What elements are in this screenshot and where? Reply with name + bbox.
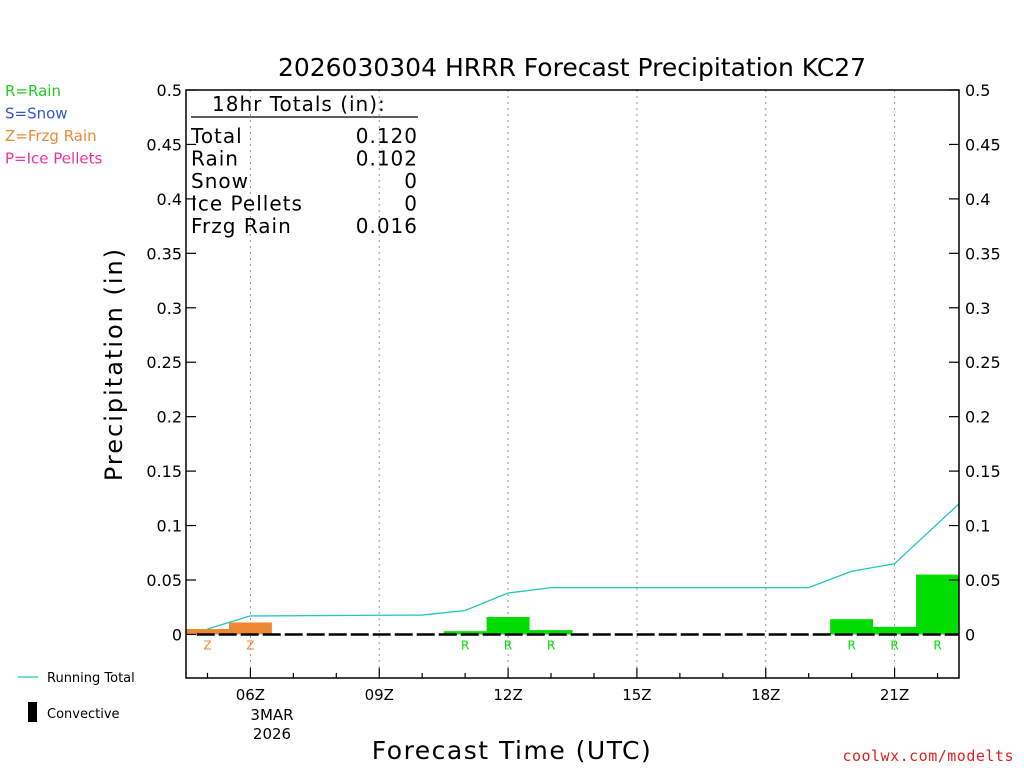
totals-value-2: 0 bbox=[404, 169, 418, 193]
bar-label-3: R bbox=[504, 638, 512, 652]
date-label-year: 2026 bbox=[253, 725, 291, 743]
y-tick-label-right-9: 0.45 bbox=[965, 135, 1001, 154]
grid-lines bbox=[249, 90, 896, 678]
x-tick-label-0: 06Z bbox=[236, 686, 265, 704]
x-tick-label-3: 15Z bbox=[622, 686, 651, 704]
bar-0 bbox=[186, 629, 229, 635]
x-axis: 06Z 09Z 12Z 15Z 18Z 21Z bbox=[206, 668, 939, 704]
totals-value-0: 0.120 bbox=[356, 124, 418, 148]
y-tick-label-left-2: 0.1 bbox=[157, 517, 182, 536]
totals-label-3: Ice Pellets bbox=[191, 192, 303, 216]
totals-label-1: Rain bbox=[191, 147, 239, 171]
bar-5 bbox=[830, 619, 874, 635]
y-tick-label-right-10: 0.5 bbox=[965, 81, 990, 100]
running-total-line bbox=[207, 503, 960, 630]
y-tick-label-left-5: 0.25 bbox=[146, 353, 182, 372]
legend-entry-0: R=Rain bbox=[5, 82, 61, 100]
y-tick-label-right-1: 0.05 bbox=[965, 571, 1001, 590]
precip-type-legend: R=Rain S=Snow Z=Frzg Rain P=Ice Pellets bbox=[5, 82, 102, 168]
totals-value-4: 0.016 bbox=[356, 214, 418, 238]
bar-2 bbox=[443, 631, 487, 635]
bar-7 bbox=[916, 574, 959, 635]
date-label-day: 3MAR bbox=[250, 706, 293, 724]
x-axis-label: Forecast Time (UTC) bbox=[372, 736, 652, 765]
y-tick-label-right-3: 0.15 bbox=[965, 462, 1001, 481]
bar-label-1: Z bbox=[246, 638, 254, 652]
bar-6 bbox=[873, 626, 917, 635]
x-tick-label-5: 21Z bbox=[880, 686, 909, 704]
totals-value-1: 0.102 bbox=[356, 147, 418, 171]
y-axis-right: 0 0.05 0.1 0.15 0.2 0.25 0.3 0.35 0.4 0.45 0.5 bbox=[949, 81, 1001, 644]
legend-entry-2: Z=Frzg Rain bbox=[5, 127, 97, 145]
y-tick-label-right-0: 0 bbox=[965, 625, 975, 644]
bars-layer bbox=[186, 574, 959, 635]
bar-label-2: R bbox=[461, 638, 469, 652]
y-tick-label-left-3: 0.15 bbox=[146, 462, 182, 481]
plot-frame bbox=[185, 89, 960, 679]
y-tick-label-left-7: 0.35 bbox=[146, 244, 182, 263]
y-tick-label-right-5: 0.25 bbox=[965, 353, 1001, 372]
bar-4 bbox=[529, 630, 573, 635]
y-tick-label-left-1: 0.05 bbox=[146, 571, 182, 590]
bar-3 bbox=[486, 617, 530, 635]
running-total-legend-label: Running Total bbox=[47, 671, 135, 686]
totals-heading: 18hr Totals (in): bbox=[212, 92, 386, 116]
totals-label-4: Frzg Rain bbox=[191, 214, 292, 238]
bar-label-4: R bbox=[547, 638, 555, 652]
bar-label-0: Z bbox=[203, 638, 211, 652]
convective-legend-label: Convective bbox=[47, 707, 120, 722]
y-tick-label-right-8: 0.4 bbox=[965, 190, 990, 209]
chart-title: 2026030304 HRRR Forecast Precipitation K… bbox=[278, 53, 866, 82]
bar-1 bbox=[228, 622, 272, 635]
bar-label-5: R bbox=[847, 638, 855, 652]
legend-entry-3: P=Ice Pellets bbox=[5, 150, 102, 168]
bar-label-6: R bbox=[890, 638, 898, 652]
totals-value-3: 0 bbox=[404, 192, 418, 216]
convective-legend-swatch bbox=[28, 702, 37, 722]
x-tick-label-4: 18Z bbox=[751, 686, 780, 704]
y-axis-label: Precipitation (in) bbox=[100, 247, 128, 481]
totals-label-2: Snow bbox=[191, 169, 249, 193]
totals-box: 18hr Totals (in): Total 0.120 Rain 0.102 Sno… bbox=[190, 92, 418, 238]
y-tick-label-right-7: 0.35 bbox=[965, 244, 1001, 263]
y-tick-label-right-4: 0.2 bbox=[965, 408, 990, 427]
x-tick-label-2: 12Z bbox=[493, 686, 522, 704]
y-tick-label-left-4: 0.2 bbox=[157, 408, 182, 427]
x-tick-label-1: 09Z bbox=[365, 686, 394, 704]
y-tick-label-left-0: 0 bbox=[172, 625, 182, 644]
credit-text: coolwx.com/modelts bbox=[842, 747, 1014, 765]
y-tick-label-left-6: 0.3 bbox=[157, 299, 182, 318]
totals-label-0: Total bbox=[190, 124, 243, 148]
y-tick-label-left-8: 0.4 bbox=[157, 190, 182, 209]
y-tick-label-right-2: 0.1 bbox=[965, 517, 990, 536]
y-tick-label-right-6: 0.3 bbox=[965, 299, 990, 318]
y-tick-label-left-10: 0.5 bbox=[157, 81, 182, 100]
y-tick-label-left-9: 0.45 bbox=[146, 135, 182, 154]
y-axis-left: 0 0.05 0.1 0.15 0.2 0.25 0.3 0.35 0.4 0.45 0.5 bbox=[146, 81, 196, 644]
legend-entry-1: S=Snow bbox=[5, 105, 68, 123]
bar-label-7: R bbox=[933, 638, 941, 652]
